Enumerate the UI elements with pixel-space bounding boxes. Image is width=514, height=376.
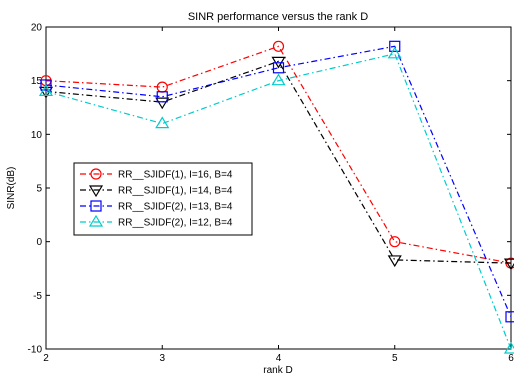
x-tick-label: 3 (159, 353, 165, 364)
series-3 (40, 40, 514, 323)
x-axis-label: rank D (263, 365, 292, 376)
legend-marker (90, 168, 102, 180)
legend-label: RR__SJIDF(1), I=14, B=4 (118, 186, 233, 197)
series-line (45, 53, 512, 350)
data-point (503, 258, 514, 271)
data-point (155, 116, 170, 129)
legend-box (73, 162, 253, 236)
legend-label: RR__SJIDF(2), I=12, B=4 (118, 218, 233, 229)
legend: RR__SJIDF(1), I=16, B=4 RR__SJIDF(1), I=1… (73, 162, 253, 236)
y-tick-label: 15 (31, 76, 43, 87)
x-tick-label: 5 (392, 353, 398, 364)
legend-entry: RR__SJIDF(1), I=16, B=4 (80, 168, 233, 181)
data-point (503, 341, 514, 354)
legend-entry: RR__SJIDF(1), I=14, B=4 (80, 185, 233, 198)
y-axis-label: SINR(dB) (6, 167, 17, 210)
series-line (45, 45, 512, 318)
data-point (505, 311, 514, 323)
data-point (40, 79, 52, 91)
data-point (387, 255, 402, 268)
legend-marker (90, 200, 102, 212)
data-point (155, 97, 170, 110)
axis-ticks: 2 3 4 5 6 -10 -5 0 5 10 15 20 (28, 23, 514, 365)
legend-marker (88, 214, 104, 227)
data-point (38, 84, 54, 97)
legend-entry: RR__SJIDF(2), I=13, B=4 (80, 200, 233, 213)
y-tick-label: 0 (36, 237, 42, 248)
x-tick-label: 4 (276, 353, 282, 364)
x-tick-label: 6 (508, 353, 514, 364)
series-line (45, 60, 512, 264)
y-tick-label: -5 (33, 291, 42, 302)
data-point (389, 236, 401, 248)
y-tick-label: 20 (31, 23, 43, 34)
legend-label: RR__SJIDF(1), I=16, B=4 (118, 170, 233, 181)
data-point (271, 73, 286, 86)
data-point (272, 40, 285, 52)
series-layer (38, 40, 514, 354)
legend-label: RR__SJIDF(2), I=13, B=4 (118, 202, 233, 213)
data-point (389, 40, 401, 52)
data-point (272, 62, 285, 74)
y-tick-label: 10 (31, 130, 43, 141)
series-4 (38, 46, 514, 354)
series-line (45, 45, 512, 264)
x-tick-label: 2 (43, 353, 49, 364)
legend-entry: RR__SJIDF(2), I=12, B=4 (80, 214, 233, 229)
data-point (387, 46, 402, 59)
y-tick-label: 5 (36, 184, 42, 195)
legend-marker (88, 185, 104, 198)
y-tick-label: -10 (28, 345, 43, 356)
data-point (156, 91, 168, 103)
chart-title: SINR performance versus the rank D (188, 11, 368, 23)
